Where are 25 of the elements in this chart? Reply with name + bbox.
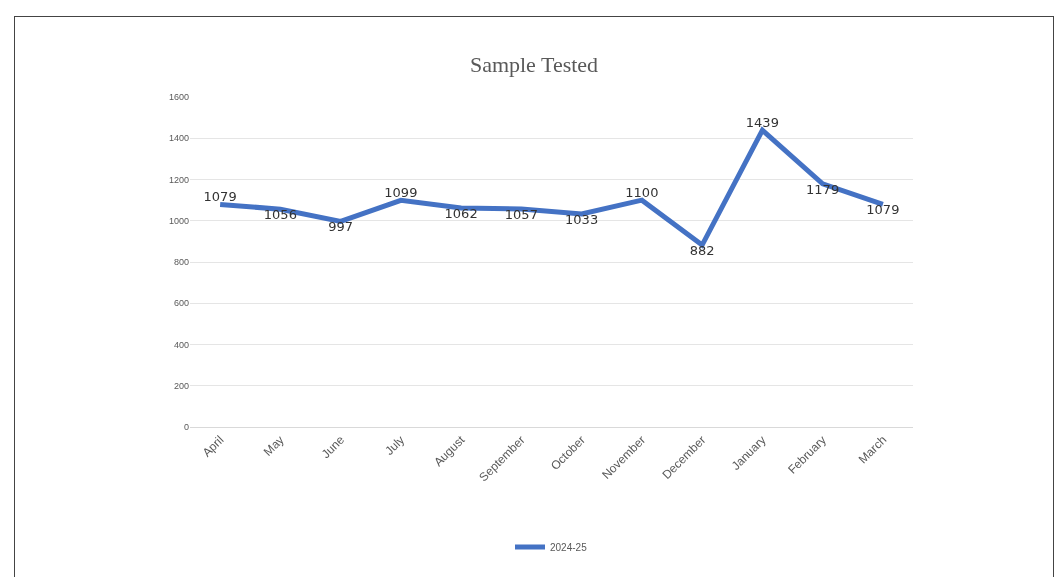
data-label: 1439 [745,114,779,130]
data-label: 1179 [806,181,840,197]
chart-title: Sample Tested [469,51,599,77]
x-tick-label: May [260,432,287,459]
y-tick-label: 800 [173,257,189,268]
data-label: 997 [328,219,354,235]
y-tick-label: 1200 [168,174,189,185]
y-tick-label: 400 [173,339,189,350]
y-tick-label: 0 [183,422,189,433]
data-label: 1057 [504,206,538,222]
y-tick-label: 600 [173,298,189,309]
y-tick-label: 1400 [168,133,189,144]
data-label: 1056 [263,206,297,222]
legend-label: 2024-25 [550,542,588,553]
y-tick-label: 200 [173,380,189,391]
x-tick-label: July [382,432,408,458]
data-label: 1099 [384,185,418,201]
data-label: 1100 [625,184,659,200]
y-tick-label: 1600 [168,92,189,103]
y-tick-label: 1000 [168,215,189,226]
data-label: 1033 [565,211,599,227]
data-label: 1079 [203,189,237,205]
data-label: 1079 [866,202,900,218]
data-label: 1062 [444,205,478,221]
data-label: 882 [689,242,715,258]
